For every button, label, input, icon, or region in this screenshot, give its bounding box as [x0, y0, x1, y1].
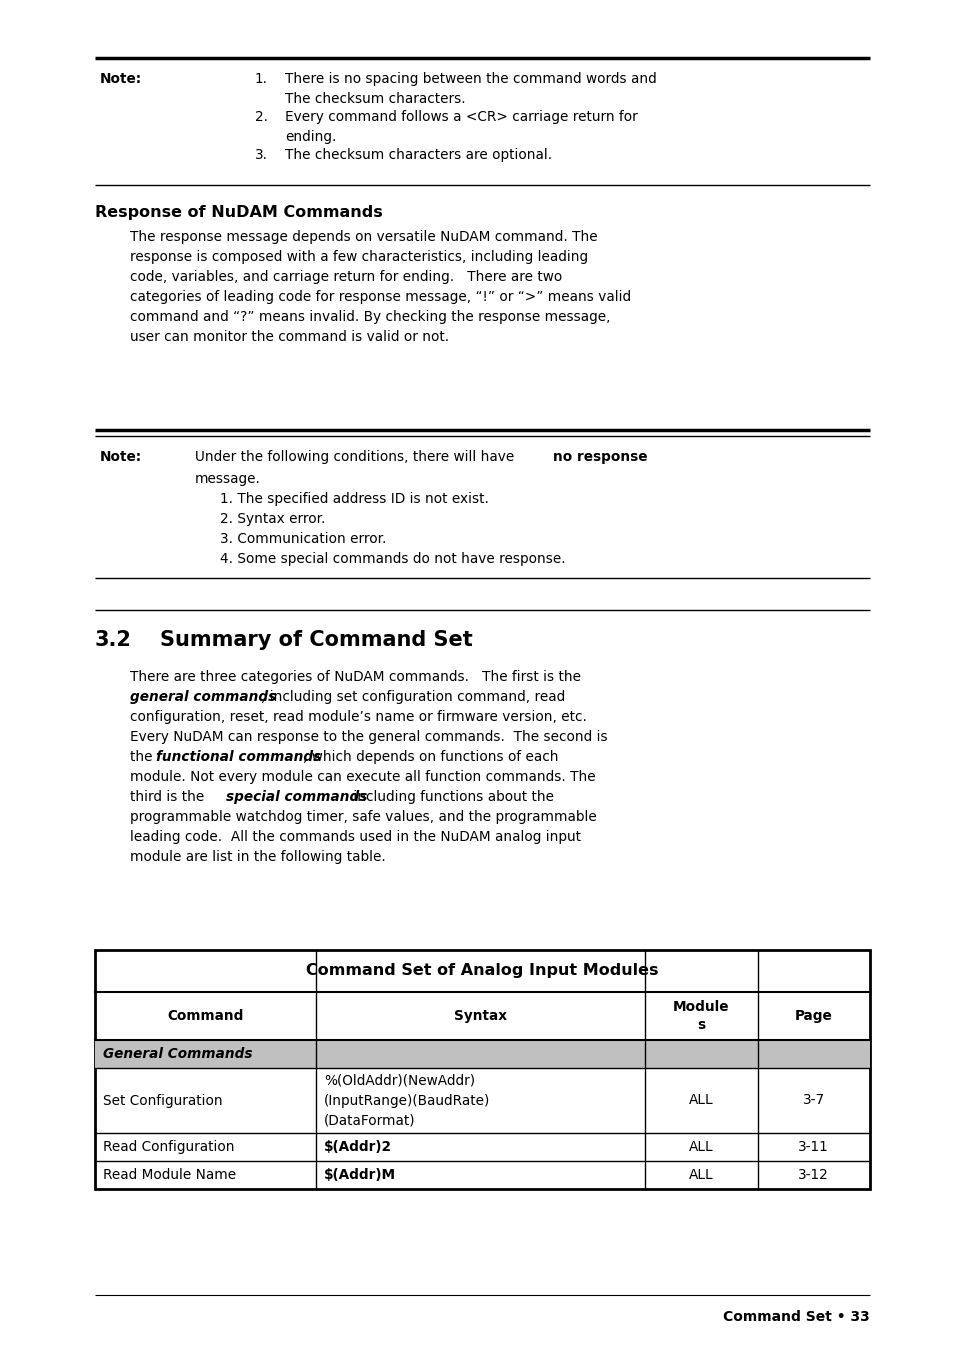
Text: module are list in the following table.: module are list in the following table.: [130, 850, 385, 864]
Text: 1. The specified address ID is not exist.: 1. The specified address ID is not exist…: [220, 492, 488, 506]
Text: $(Addr)2: $(Addr)2: [323, 1140, 392, 1155]
Text: 3.: 3.: [254, 147, 268, 162]
Text: The checksum characters are optional.: The checksum characters are optional.: [285, 147, 552, 162]
Text: Read Module Name: Read Module Name: [103, 1168, 236, 1182]
Text: module. Not every module can execute all function commands. The: module. Not every module can execute all…: [130, 771, 595, 784]
Text: There are three categories of NuDAM commands.   The first is the: There are three categories of NuDAM comm…: [130, 671, 580, 684]
Text: ending.: ending.: [285, 130, 336, 145]
Text: functional commands: functional commands: [156, 750, 321, 764]
Text: Read Configuration: Read Configuration: [103, 1140, 234, 1155]
Text: code, variables, and carriage return for ending.   There are two: code, variables, and carriage return for…: [130, 270, 561, 284]
Text: special commands: special commands: [226, 790, 367, 804]
Bar: [95, 1040, 869, 1068]
Text: leading code.  All the commands used in the NuDAM analog input: leading code. All the commands used in t…: [130, 830, 580, 844]
Text: 3-11: 3-11: [798, 1140, 828, 1155]
Text: Under the following conditions, there will have: Under the following conditions, there wi…: [194, 450, 518, 464]
Text: general commands: general commands: [130, 690, 276, 704]
Text: the: the: [130, 750, 156, 764]
Text: no response: no response: [553, 450, 647, 464]
Text: 2. Syntax error.: 2. Syntax error.: [220, 512, 325, 526]
Text: Page: Page: [794, 1009, 832, 1023]
Text: %(OldAddr)(NewAddr)
(InputRange)(BaudRate)
(DataFormat): %(OldAddr)(NewAddr) (InputRange)(BaudRat…: [323, 1073, 490, 1128]
Text: 3.2: 3.2: [95, 630, 132, 650]
Text: 3-12: 3-12: [798, 1168, 828, 1182]
Text: Response of NuDAM Commands: Response of NuDAM Commands: [95, 206, 382, 220]
Text: Note:: Note:: [100, 72, 142, 87]
Text: 2.: 2.: [254, 110, 268, 124]
Text: , which depends on functions of each: , which depends on functions of each: [303, 750, 558, 764]
Text: third is the: third is the: [130, 790, 209, 804]
Text: message.: message.: [194, 472, 260, 485]
Text: 3-7: 3-7: [801, 1094, 824, 1107]
Text: The response message depends on versatile NuDAM command. The: The response message depends on versatil…: [130, 230, 597, 243]
Text: Summary of Command Set: Summary of Command Set: [160, 630, 473, 650]
Text: ALL: ALL: [688, 1094, 713, 1107]
Text: configuration, reset, read module’s name or firmware version, etc.: configuration, reset, read module’s name…: [130, 710, 586, 725]
Text: , including set configuration command, read: , including set configuration command, r…: [261, 690, 565, 704]
Text: Command Set of Analog Input Modules: Command Set of Analog Input Modules: [306, 964, 659, 979]
Text: Set Configuration: Set Configuration: [103, 1094, 222, 1107]
Text: 4. Some special commands do not have response.: 4. Some special commands do not have res…: [220, 552, 565, 566]
Text: There is no spacing between the command words and: There is no spacing between the command …: [285, 72, 656, 87]
Text: user can monitor the command is valid or not.: user can monitor the command is valid or…: [130, 330, 449, 343]
Text: Command Set • 33: Command Set • 33: [722, 1310, 869, 1324]
Text: programmable watchdog timer, safe values, and the programmable: programmable watchdog timer, safe values…: [130, 810, 597, 823]
Text: Syntax: Syntax: [454, 1009, 507, 1023]
Text: including functions about the: including functions about the: [349, 790, 554, 804]
Text: The checksum characters.: The checksum characters.: [285, 92, 465, 105]
Text: categories of leading code for response message, “!” or “>” means valid: categories of leading code for response …: [130, 289, 631, 304]
Text: command and “?” means invalid. By checking the response message,: command and “?” means invalid. By checki…: [130, 310, 610, 324]
Text: ALL: ALL: [688, 1168, 713, 1182]
Text: General Commands: General Commands: [103, 1046, 253, 1061]
Text: Command: Command: [167, 1009, 243, 1023]
Text: Every command follows a <CR> carriage return for: Every command follows a <CR> carriage re…: [285, 110, 638, 124]
Text: Module
s: Module s: [673, 1000, 729, 1032]
Text: response is composed with a few characteristics, including leading: response is composed with a few characte…: [130, 250, 587, 264]
Text: Every NuDAM can response to the general commands.  The second is: Every NuDAM can response to the general …: [130, 730, 607, 744]
Text: 3. Communication error.: 3. Communication error.: [220, 531, 386, 546]
Text: Note:: Note:: [100, 450, 142, 464]
Bar: [95, 950, 869, 1188]
Text: 1.: 1.: [254, 72, 268, 87]
Text: $(Addr)M: $(Addr)M: [323, 1168, 395, 1182]
Text: ALL: ALL: [688, 1140, 713, 1155]
